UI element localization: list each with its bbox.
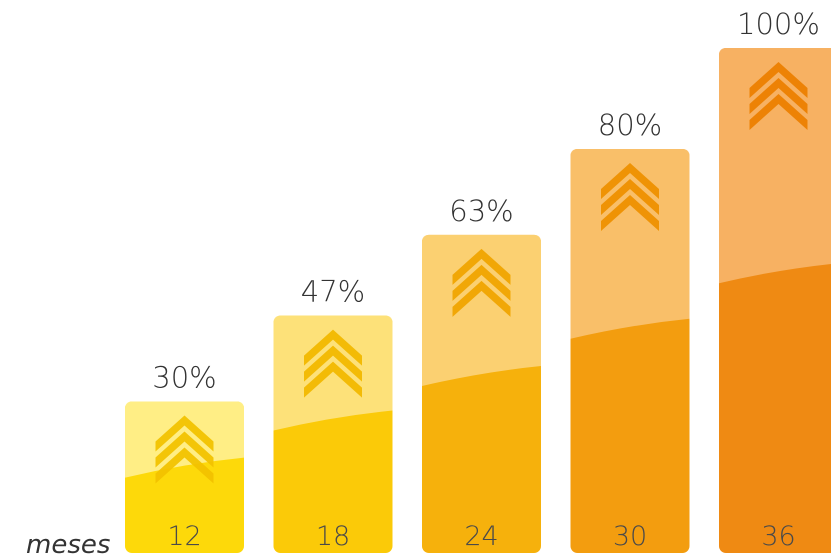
bar-group-12: 30% 12: [125, 361, 244, 553]
triple-chevron-up-icon: [749, 62, 808, 130]
bar-gloss-24: [422, 234, 541, 387]
value-label-36: 100%: [737, 7, 820, 41]
category-label-12: 12: [167, 521, 201, 552]
triple-chevron-up-icon: [601, 163, 659, 231]
bars-layer: 30% 12 47% 18 63% 24 80% 30 100% 36: [125, 7, 831, 553]
value-label-18: 47%: [301, 275, 365, 309]
category-label-36: 36: [761, 521, 795, 552]
category-label-24: 24: [464, 521, 498, 552]
value-label-30: 80%: [598, 108, 662, 142]
value-label-12: 30%: [152, 361, 216, 395]
category-label-18: 18: [316, 521, 350, 552]
bar-group-36: 100% 36: [719, 7, 831, 553]
bar-group-24: 63% 24: [422, 194, 541, 553]
triple-chevron-up-icon: [304, 329, 362, 398]
triple-chevron-up-icon: [155, 415, 214, 484]
triple-chevron-up-icon: [452, 248, 511, 317]
bar-gloss-18: [273, 315, 393, 431]
bar-gloss-30: [570, 149, 690, 339]
category-label-30: 30: [613, 521, 647, 552]
value-label-24: 63%: [449, 194, 513, 228]
bar-group-30: 80% 30: [570, 108, 690, 553]
bar-group-18: 47% 18: [273, 275, 393, 553]
x-axis-unit-label: meses: [26, 530, 110, 559]
